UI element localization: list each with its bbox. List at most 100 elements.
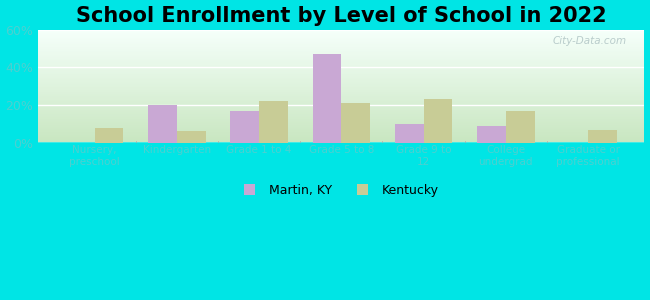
- Bar: [38, 104, 644, 106]
- Bar: [38, 59, 644, 60]
- Bar: [395, 124, 424, 143]
- Bar: [38, 75, 644, 76]
- Bar: [38, 99, 644, 100]
- Bar: [38, 129, 644, 130]
- Bar: [38, 64, 644, 65]
- Title: School Enrollment by Level of School in 2022: School Enrollment by Level of School in …: [76, 6, 606, 26]
- Bar: [38, 63, 644, 64]
- Bar: [38, 133, 644, 134]
- Bar: [38, 93, 644, 94]
- Bar: [38, 88, 644, 90]
- Bar: [38, 100, 644, 101]
- Bar: [38, 44, 644, 45]
- Bar: [38, 115, 644, 116]
- Bar: [38, 80, 644, 81]
- Bar: [38, 54, 644, 55]
- Bar: [38, 126, 644, 127]
- Bar: [38, 51, 644, 52]
- Bar: [38, 131, 644, 133]
- Bar: [38, 73, 644, 74]
- Bar: [38, 83, 644, 84]
- Bar: [38, 41, 644, 42]
- Bar: [38, 87, 644, 88]
- Legend: Martin, KY, Kentucky: Martin, KY, Kentucky: [239, 179, 444, 202]
- Bar: [177, 131, 205, 143]
- Bar: [38, 39, 644, 40]
- Bar: [38, 90, 644, 91]
- Bar: [38, 124, 644, 125]
- Bar: [38, 86, 644, 87]
- Bar: [38, 81, 644, 82]
- Bar: [259, 101, 288, 143]
- Bar: [38, 31, 644, 32]
- Bar: [38, 85, 644, 86]
- Bar: [38, 118, 644, 119]
- Bar: [38, 140, 644, 142]
- Bar: [38, 97, 644, 98]
- Bar: [506, 111, 535, 143]
- Bar: [341, 103, 370, 143]
- Bar: [38, 57, 644, 58]
- Bar: [38, 30, 644, 31]
- Bar: [38, 77, 644, 78]
- Bar: [38, 116, 644, 117]
- Bar: [38, 49, 644, 50]
- Bar: [38, 38, 644, 39]
- Bar: [38, 122, 644, 124]
- Bar: [38, 103, 644, 104]
- Bar: [38, 98, 644, 99]
- Bar: [38, 42, 644, 44]
- Bar: [38, 76, 644, 77]
- Bar: [38, 55, 644, 56]
- Bar: [38, 138, 644, 139]
- Bar: [38, 68, 644, 69]
- Bar: [38, 108, 644, 109]
- Bar: [38, 58, 644, 59]
- Bar: [38, 65, 644, 66]
- Bar: [38, 119, 644, 120]
- Bar: [38, 117, 644, 118]
- Bar: [313, 54, 341, 143]
- Bar: [38, 136, 644, 137]
- Bar: [38, 142, 644, 143]
- Bar: [38, 101, 644, 102]
- Bar: [38, 106, 644, 108]
- Bar: [38, 66, 644, 67]
- Bar: [38, 134, 644, 135]
- Bar: [38, 60, 644, 62]
- Bar: [38, 33, 644, 34]
- Bar: [38, 47, 644, 48]
- Bar: [38, 45, 644, 46]
- Bar: [38, 40, 644, 41]
- Bar: [95, 128, 124, 143]
- Bar: [38, 139, 644, 140]
- Bar: [38, 82, 644, 83]
- Bar: [38, 94, 644, 95]
- Bar: [38, 72, 644, 73]
- Bar: [38, 135, 644, 136]
- Bar: [38, 102, 644, 103]
- Bar: [38, 110, 644, 111]
- Bar: [38, 61, 644, 63]
- Bar: [38, 52, 644, 54]
- Bar: [38, 113, 644, 115]
- Bar: [38, 37, 644, 38]
- Bar: [424, 100, 452, 143]
- Bar: [38, 67, 644, 68]
- Bar: [38, 111, 644, 112]
- Bar: [38, 127, 644, 128]
- Bar: [38, 50, 644, 51]
- Bar: [38, 32, 644, 33]
- Bar: [38, 69, 644, 70]
- Bar: [38, 84, 644, 85]
- Bar: [38, 121, 644, 122]
- Bar: [38, 95, 644, 97]
- Bar: [38, 130, 644, 131]
- Bar: [38, 34, 644, 35]
- Bar: [38, 120, 644, 121]
- Bar: [230, 111, 259, 143]
- Bar: [148, 105, 177, 143]
- Bar: [477, 126, 506, 143]
- Bar: [38, 35, 644, 37]
- Bar: [38, 128, 644, 129]
